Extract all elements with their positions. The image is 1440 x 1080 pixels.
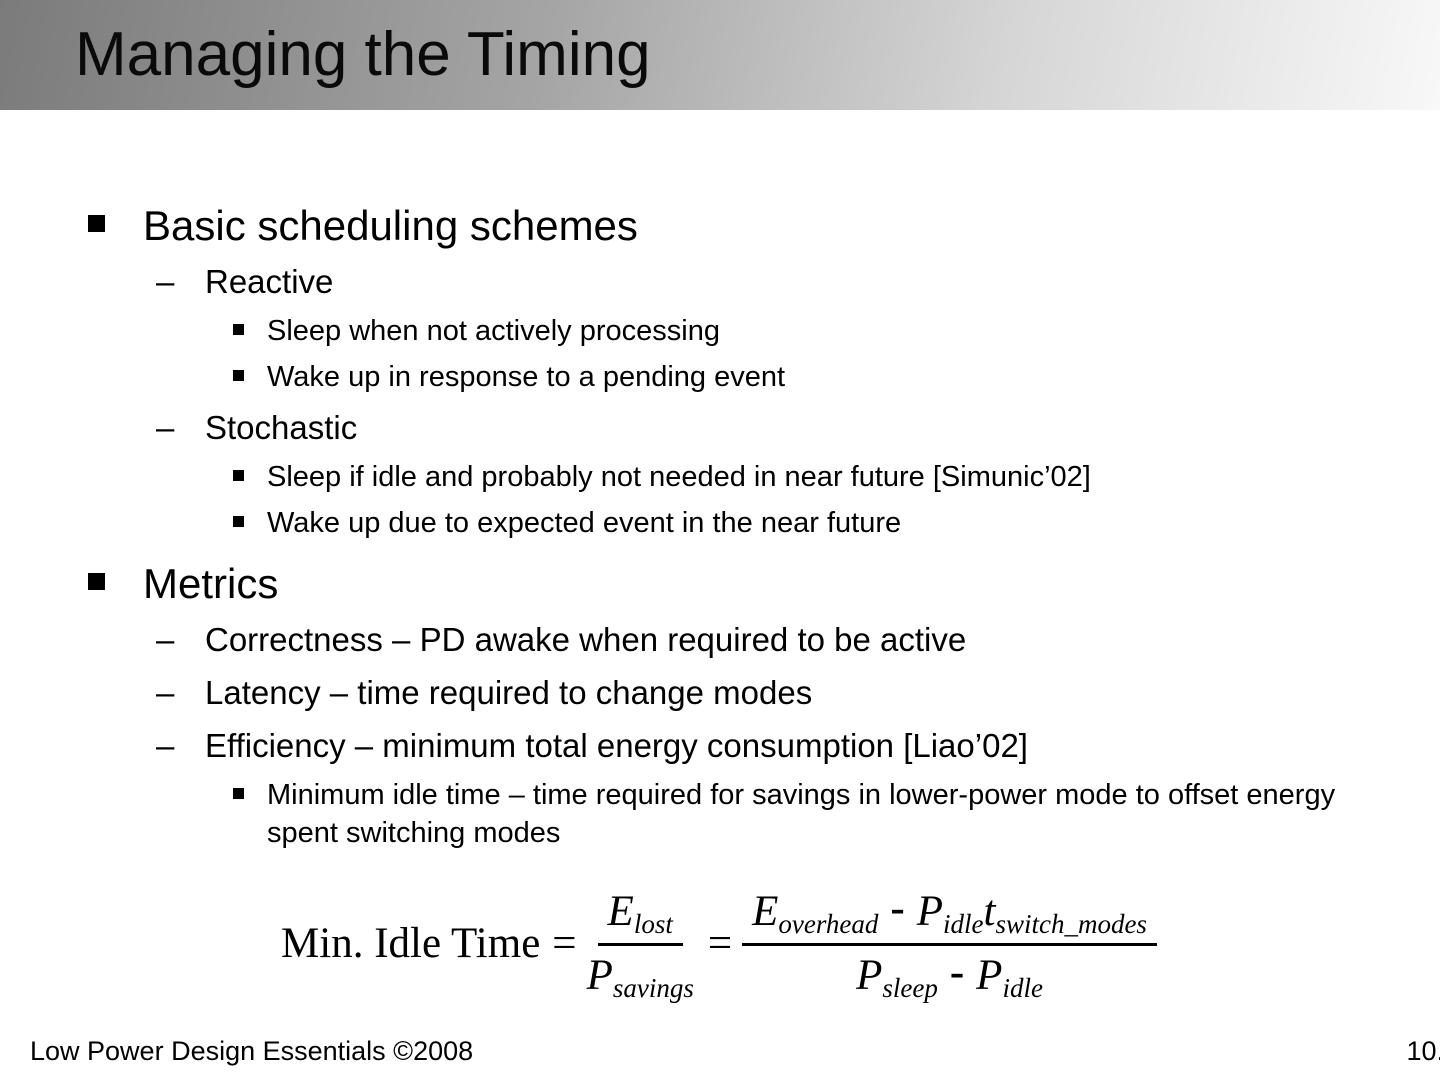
list-item: Wake up due to expected event in the nea… [0,504,1440,542]
subscript: sleep [882,972,938,1003]
subscript: lost [633,908,673,939]
footer-credit: Low Power Design Essentials ©2008 [30,1036,474,1066]
fraction-numerator: Eoverhead - Pidle tswitch_modes [742,884,1157,946]
equals-sign: = [552,919,577,967]
fraction-denominator: Psavings [586,946,694,1003]
variable: P [976,951,1003,999]
bullet-text: Basic scheduling schemes [143,202,638,249]
bullet-text: Correctness – PD awake when required to … [205,621,967,659]
bullet-square-icon [233,515,244,527]
list-item: – Latency – time required to change mode… [0,672,1440,715]
formula-term: Pidle [916,887,984,939]
variable: E [752,887,779,935]
variable: P [586,951,613,999]
title-bar: Managing the Timing [0,0,1440,110]
formula-term: Pidle [976,951,1043,1003]
formula-term: Elost [607,887,673,939]
bullet-list: Basic scheduling schemes – Reactive Slee… [0,200,1440,853]
bullet-square-icon [233,469,244,481]
formula-term: Psleep [856,951,938,1003]
min-idle-time-formula: Min. Idle Time = Elost Psavings = Eoverh… [0,884,1440,1003]
fraction-elost-psavings: Elost Psavings [586,887,694,1003]
bullet-square-icon [233,787,244,799]
subscript: savings [612,972,694,1003]
list-item: Sleep when not actively processing [0,312,1440,350]
formula-label: Min. Idle Time [281,919,541,967]
list-item: – Reactive [0,261,1440,304]
variable: P [916,887,943,935]
formula-term: Psavings [586,951,694,1003]
page-number: 10. [1406,1036,1440,1066]
page-title: Managing the Timing [75,20,651,89]
variable: t [983,887,996,935]
bullet-dash-icon: – [156,727,175,765]
list-item: Metrics [0,558,1440,609]
list-item: – Stochastic [0,407,1440,450]
bullet-text: Minimum idle time – time required for sa… [267,778,1336,850]
bullet-square-icon [233,324,244,336]
bullet-text: Wake up in response to a pending event [267,361,786,394]
bullet-text: Reactive [205,263,334,301]
bullet-dash-icon: – [156,621,175,659]
bullet-text: Latency – time required to change modes [205,674,813,712]
fraction-numerator: Elost [597,887,683,946]
minus-sign: - [890,884,905,932]
list-item: – Efficiency – minimum total energy cons… [0,725,1440,768]
subscript: overhead [778,908,879,939]
bullet-dash-icon: – [156,408,175,446]
bullet-text: Sleep when not actively processing [267,315,720,348]
bullet-dash-icon: – [156,263,175,301]
subscript: switch_modes [995,908,1147,939]
fraction-eoverhead-psleep: Eoverhead - Pidle tswitch_modes Psleep -… [742,884,1157,1003]
equals-sign: = [707,919,733,967]
list-item: Sleep if idle and probably not needed in… [0,458,1440,496]
subscript: idle [942,908,984,939]
variable: E [607,887,634,935]
list-item: – Correctness – PD awake when required t… [0,619,1440,662]
bullet-text: Sleep if idle and probably not needed in… [267,460,1091,493]
bullet-text: Stochastic [205,408,358,446]
list-item: Wake up in response to a pending event [0,358,1440,396]
subscript: idle [1002,972,1043,1003]
bullet-square-icon [88,573,105,591]
formula-term: Eoverhead [752,887,879,939]
slide-body: Basic scheduling schemes – Reactive Slee… [0,110,1440,1003]
formula-term: tswitch_modes [983,887,1147,939]
fraction-denominator: Psleep - Pidle [856,946,1043,1003]
variable: P [856,951,883,999]
bullet-text: Efficiency – minimum total energy consum… [205,727,1028,765]
list-item: Basic scheduling schemes [0,200,1440,251]
bullet-text: Wake up due to expected event in the nea… [267,506,902,539]
list-item: Minimum idle time – time required for sa… [0,776,1357,853]
minus-sign: - [949,948,965,996]
bullet-square-icon [88,215,105,232]
bullet-square-icon [233,370,244,382]
bullet-text: Metrics [143,560,279,608]
bullet-dash-icon: – [156,674,175,712]
